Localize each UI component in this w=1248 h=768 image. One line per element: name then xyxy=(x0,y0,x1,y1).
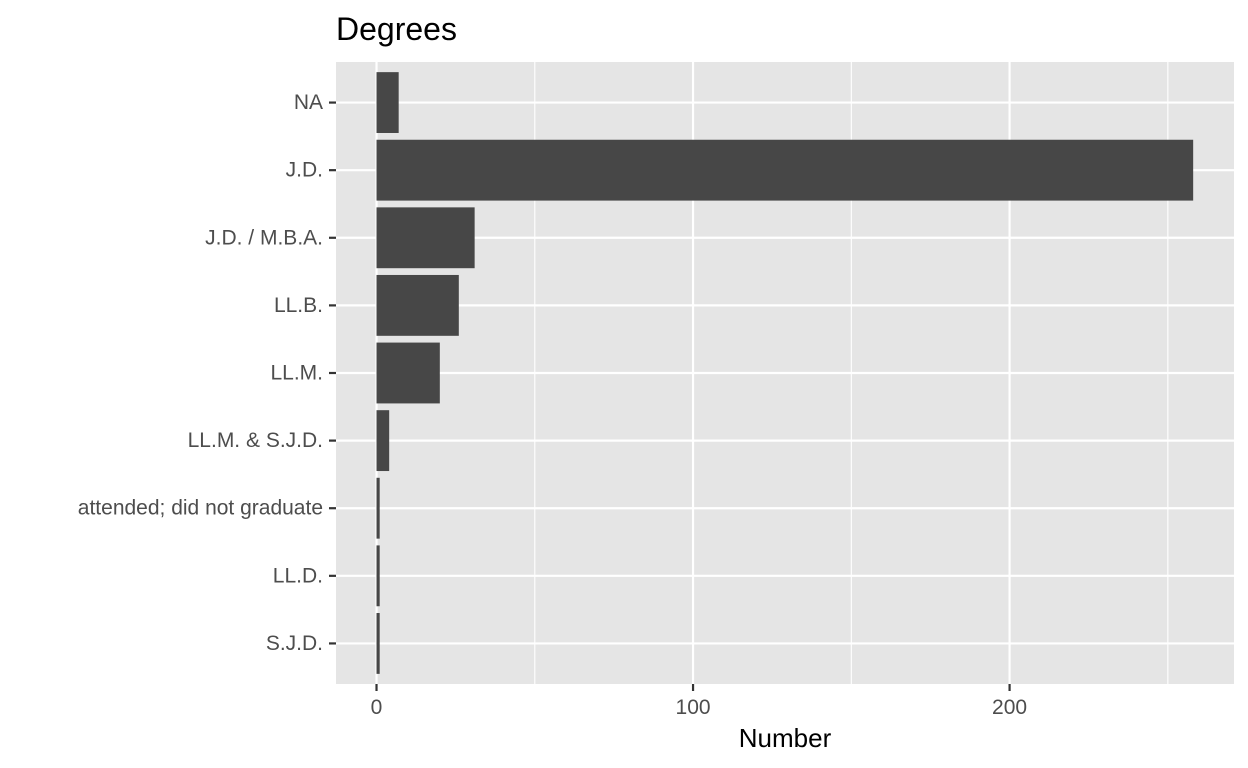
y-tick-label: LL.M. xyxy=(270,362,323,385)
y-tick-label: S.J.D. xyxy=(266,632,323,655)
x-tick-label: 200 xyxy=(992,696,1027,719)
x-tick-label: 0 xyxy=(371,696,383,719)
x-axis: 0 100 200 xyxy=(371,684,1027,719)
grid-major-lines xyxy=(336,62,1234,684)
bar xyxy=(376,410,390,472)
y-tick-label: attended; did not graduate xyxy=(78,497,323,520)
bar xyxy=(376,207,475,269)
x-axis-title: Number xyxy=(739,723,832,753)
y-tick-label: LL.M. & S.J.D. xyxy=(188,429,323,452)
chart-title: Degrees xyxy=(336,11,457,47)
bars xyxy=(376,72,1194,674)
y-axis: NA J.D. J.D. / M.B.A. LL.B. LL.M. LL.M. & S.J… xyxy=(78,91,336,655)
y-tick-label: NA xyxy=(294,91,323,114)
bar xyxy=(376,613,380,674)
bar xyxy=(376,274,459,336)
bar xyxy=(376,477,380,539)
bar xyxy=(376,342,440,404)
y-tick-label: LL.B. xyxy=(274,294,323,317)
bar xyxy=(376,545,380,607)
y-tick-label: J.D. xyxy=(286,159,323,182)
y-tick-label: J.D. / M.B.A. xyxy=(205,226,323,249)
y-tick-label: LL.D. xyxy=(273,564,323,587)
bar xyxy=(376,139,1194,201)
bar xyxy=(376,72,399,133)
x-tick-label: 100 xyxy=(676,696,711,719)
